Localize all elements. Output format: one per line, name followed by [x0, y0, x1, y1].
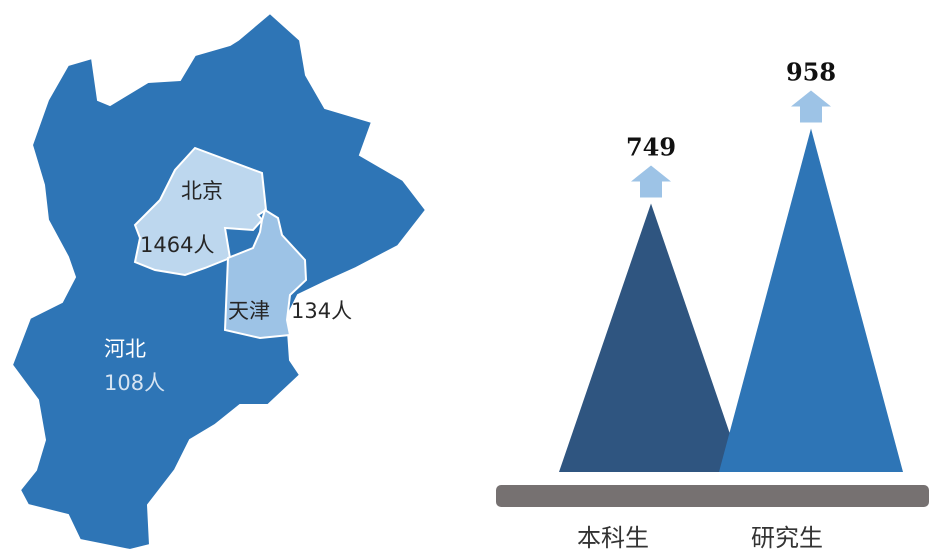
value-label-grad: 958	[786, 58, 836, 87]
up-arrow-icon	[631, 165, 671, 198]
peak-chart: 749 本科生 958 研究生	[496, 58, 929, 551]
chart-baseline	[496, 485, 929, 507]
peak-undergrad	[559, 203, 743, 472]
labels-layer: 749 本科生 958 研究生	[577, 58, 836, 551]
up-arrow-icon	[791, 90, 831, 123]
peaks-layer	[559, 128, 903, 472]
beijing-count-label: 1464人	[140, 233, 214, 257]
tianjin-name-label: 天津	[228, 299, 270, 323]
beijing-name-label: 北京	[181, 179, 223, 203]
hebei-name-label: 河北	[104, 337, 146, 361]
category-label-grad: 研究生	[751, 524, 823, 551]
tianjin-region	[223, 208, 308, 340]
hebei-count-label: 108人	[104, 371, 165, 395]
peak-grad	[719, 128, 903, 472]
tianjin-count-label: 134人	[291, 299, 352, 323]
category-label-undergrad: 本科生	[577, 524, 649, 551]
hebei-region	[10, 11, 428, 551]
region-map: 河北 108人 北京 1464人 天津 134人	[10, 11, 428, 551]
value-label-undergrad: 749	[626, 132, 676, 161]
